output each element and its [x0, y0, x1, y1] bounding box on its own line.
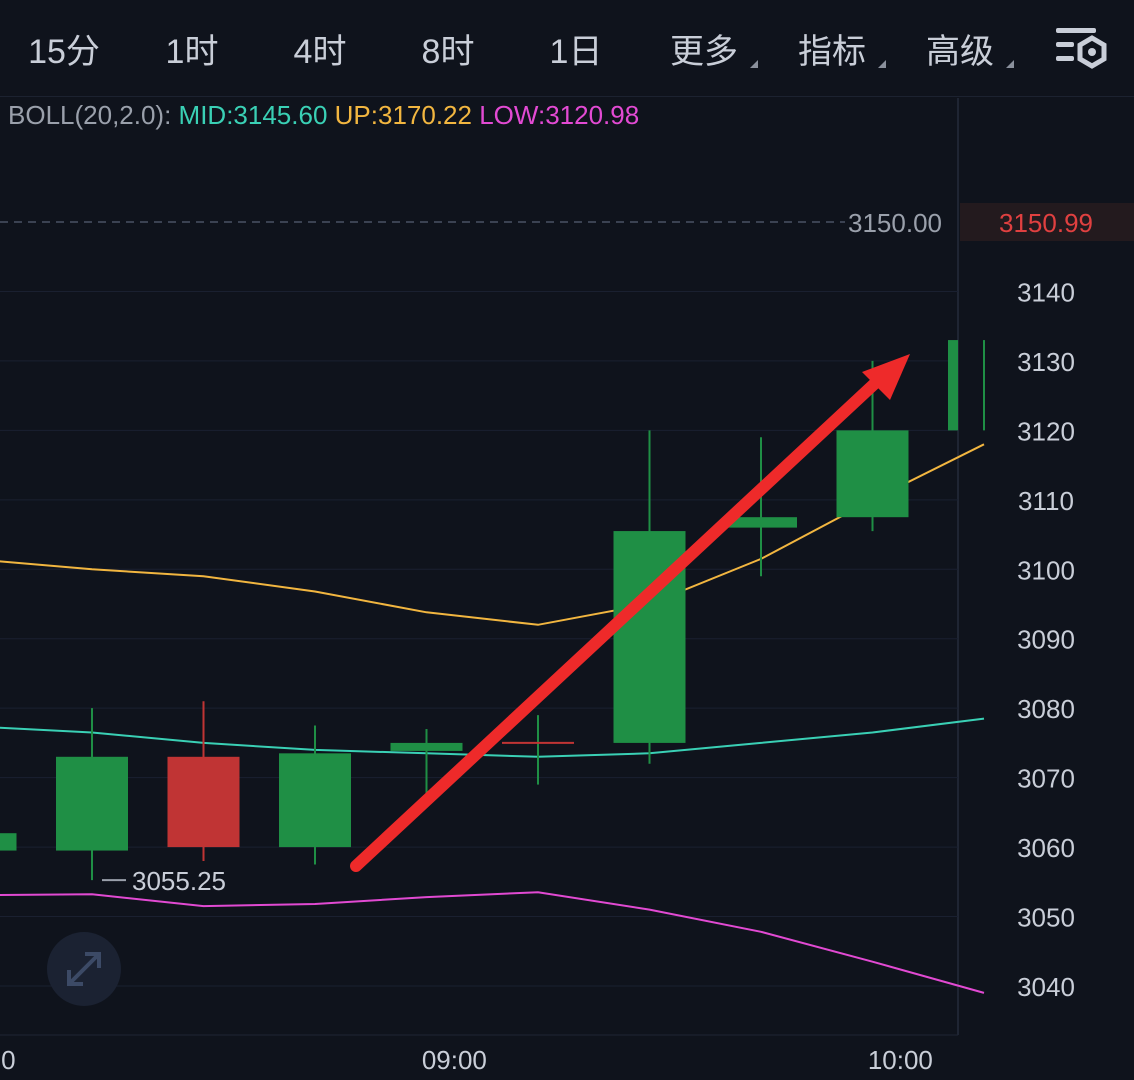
- candle-body: [0, 833, 17, 851]
- y-tick-label: 3100: [1017, 555, 1075, 585]
- candle: [725, 437, 797, 577]
- expand-button[interactable]: [47, 932, 121, 1006]
- annotations: 3055.25: [102, 354, 910, 896]
- trend-arrow-head: [862, 354, 910, 400]
- boll-up-value: UP:3170.22: [334, 100, 472, 130]
- y-tick-label: 3090: [1017, 625, 1075, 655]
- tab-4h[interactable]: 4时: [256, 0, 384, 96]
- y-tick-label: 3040: [1017, 972, 1075, 1002]
- tab-8h[interactable]: 8时: [384, 0, 512, 96]
- grid-lines: [0, 98, 959, 1036]
- y-tick-label: 3110: [1018, 486, 1074, 516]
- tab-label: 1时: [165, 32, 219, 71]
- trend-arrow-line: [350, 368, 891, 872]
- y-tick-label: 3050: [1017, 903, 1075, 933]
- y-tick-label: 3140: [1017, 277, 1075, 307]
- candle: [948, 340, 985, 431]
- candle-body: [725, 517, 797, 528]
- boll-upper-line: [0, 443, 985, 626]
- last-price-label: 3150.99: [999, 208, 1093, 238]
- timeframe-bar: 15分 1时 4时 8时 1日 更多 指标 高级: [0, 0, 1134, 97]
- caret-icon: [1006, 60, 1014, 68]
- candle: [836, 360, 909, 532]
- candle-body: [390, 742, 463, 751]
- reference-line-label: 3150.00: [848, 208, 942, 238]
- candle-body: [948, 340, 958, 431]
- tab-1h[interactable]: 1时: [128, 0, 256, 96]
- chart-settings-icon: [1056, 28, 1107, 69]
- x-tick-label: 09:00: [422, 1045, 487, 1075]
- bollinger-bands: [0, 443, 985, 994]
- tab-more[interactable]: 更多: [640, 0, 768, 96]
- boll-lower-line: [0, 891, 985, 994]
- low-price-label: 3055.25: [132, 866, 226, 896]
- caret-icon: [878, 60, 886, 68]
- candle: [502, 715, 574, 785]
- boll-mid-value: MID:3145.60: [178, 100, 328, 130]
- caret-icon: [750, 60, 758, 68]
- candle: [167, 701, 240, 861]
- tab-label: 高级: [926, 32, 994, 71]
- tab-label: 1日: [549, 32, 603, 71]
- candle: [0, 833, 17, 851]
- candle: [279, 725, 351, 865]
- candle-body: [56, 756, 128, 851]
- tab-1d[interactable]: 1日: [512, 0, 640, 96]
- axes: 3140 3130 3120 3110 3100 3090 3080 3070 3060 3050…: [1, 203, 1134, 1075]
- x-tick-label: 0: [1, 1045, 15, 1075]
- chart-settings-button[interactable]: [1052, 18, 1112, 78]
- tab-indicators[interactable]: 指标: [768, 0, 896, 96]
- candle-body: [167, 756, 240, 848]
- y-tick-label: 3070: [1017, 764, 1075, 794]
- y-tick-label: 3060: [1017, 833, 1075, 863]
- candle: [390, 729, 463, 799]
- tab-label: 15分: [28, 32, 100, 71]
- candle: [56, 708, 128, 881]
- boll-low-value: LOW:3120.98: [479, 100, 640, 130]
- y-tick-label: 3080: [1017, 694, 1075, 724]
- tab-label: 8时: [421, 32, 475, 71]
- x-tick-label: 10:00: [868, 1045, 933, 1075]
- candle-body: [836, 430, 909, 518]
- tab-label: 4时: [293, 32, 347, 71]
- last-price-badge: [960, 203, 1134, 241]
- y-tick-label: 3130: [1017, 347, 1075, 377]
- tab-advanced[interactable]: 高级: [896, 0, 1024, 96]
- expand-icon: [67, 952, 101, 986]
- y-tick-label: 3120: [1017, 416, 1075, 446]
- tab-label: 更多: [670, 32, 738, 71]
- tab-15m[interactable]: 15分: [0, 0, 128, 96]
- candle-body: [279, 753, 351, 848]
- tab-label: 指标: [798, 32, 866, 71]
- boll-indicator-legend: BOLL(20,2.0): MID:3145.60 UP:3170.22 LOW…: [8, 100, 639, 131]
- boll-label: BOLL(20,2.0):: [8, 100, 172, 130]
